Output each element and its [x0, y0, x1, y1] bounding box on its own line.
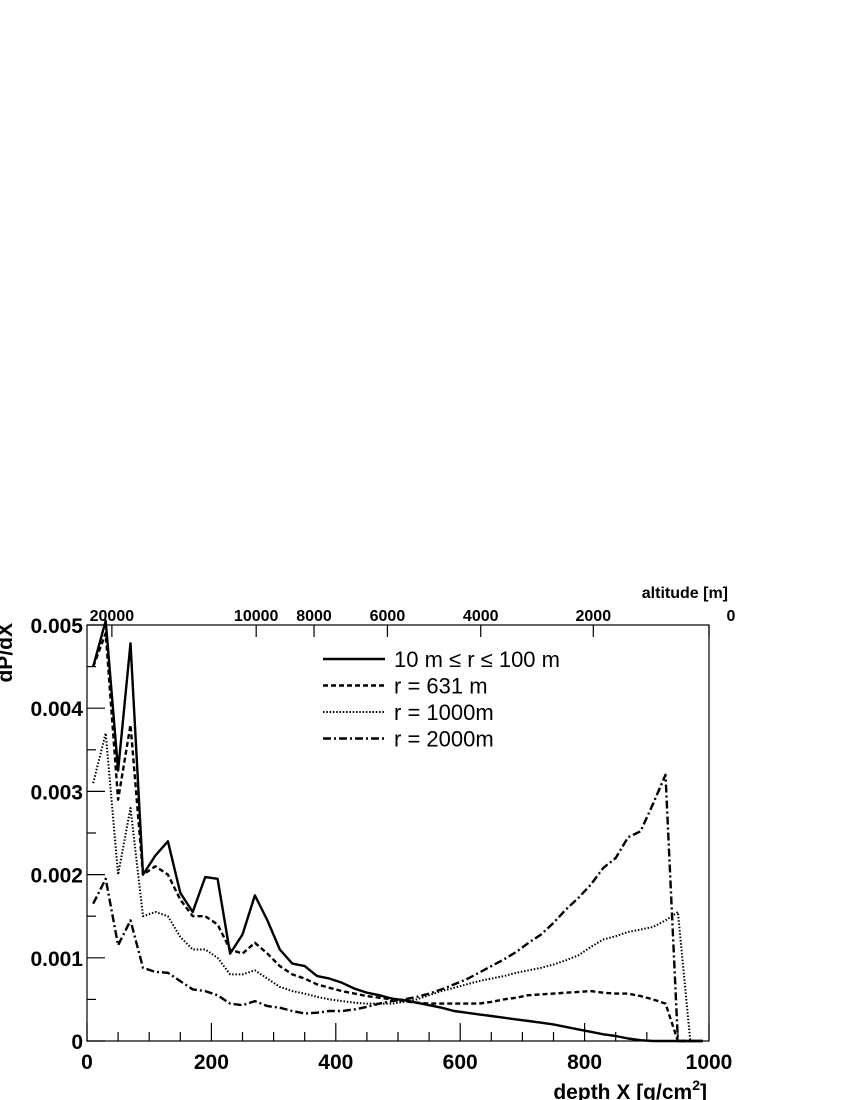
x-tick-label: 600	[443, 1051, 478, 1074]
x-axis-title-superscript: 2	[692, 1077, 700, 1093]
top-axis-title: altitude [m]	[642, 585, 728, 602]
series-line-4	[92, 773, 703, 1043]
top-axis-tick-label: 2000	[576, 608, 612, 625]
y-tick-label: 0	[71, 1031, 83, 1054]
top-axis-tick-label: 6000	[370, 608, 406, 625]
y-tick-label: 0.001	[30, 948, 83, 971]
legend-label: r = 631 m	[394, 674, 488, 699]
x-tick-label: 400	[318, 1051, 353, 1074]
x-tick-label: 0	[81, 1051, 93, 1074]
y-axis-title: dP/dX	[0, 623, 17, 683]
series-layer	[92, 619, 703, 1043]
x-tick-label: 800	[567, 1051, 602, 1074]
x-tick-label: 1000	[686, 1051, 733, 1074]
top-axis-tick-label: 20000	[90, 608, 135, 625]
top-axis-tick-label: 10000	[234, 608, 279, 625]
y-tick-label: 0.004	[30, 698, 83, 721]
x-axis-title-tail: ]	[700, 1081, 707, 1100]
top-axis-tick-label: 0	[727, 608, 736, 625]
y-tick-label: 0.002	[30, 865, 83, 888]
legend-label: r = 1000m	[394, 700, 494, 725]
legend-label: r = 2000m	[394, 727, 494, 752]
y-tick-label: 0.005	[30, 615, 83, 638]
y-tick-label: 0.003	[30, 781, 83, 804]
top-axis-tick-label: 8000	[296, 608, 332, 625]
x-tick-label: 200	[194, 1051, 229, 1074]
legend-label: 10 m ≤ r ≤ 100 m	[394, 647, 560, 672]
series-line-3	[92, 732, 703, 1042]
series-line-2	[92, 632, 703, 1043]
x-axis-title: depth X [g/cm2]	[553, 1077, 707, 1100]
series-line-1	[92, 619, 703, 1043]
axes-layer: 0 200 400 600 800 100000.0010.0020.0030.0040.…	[30, 608, 735, 1074]
top-axis-tick-label: 4000	[463, 608, 499, 625]
